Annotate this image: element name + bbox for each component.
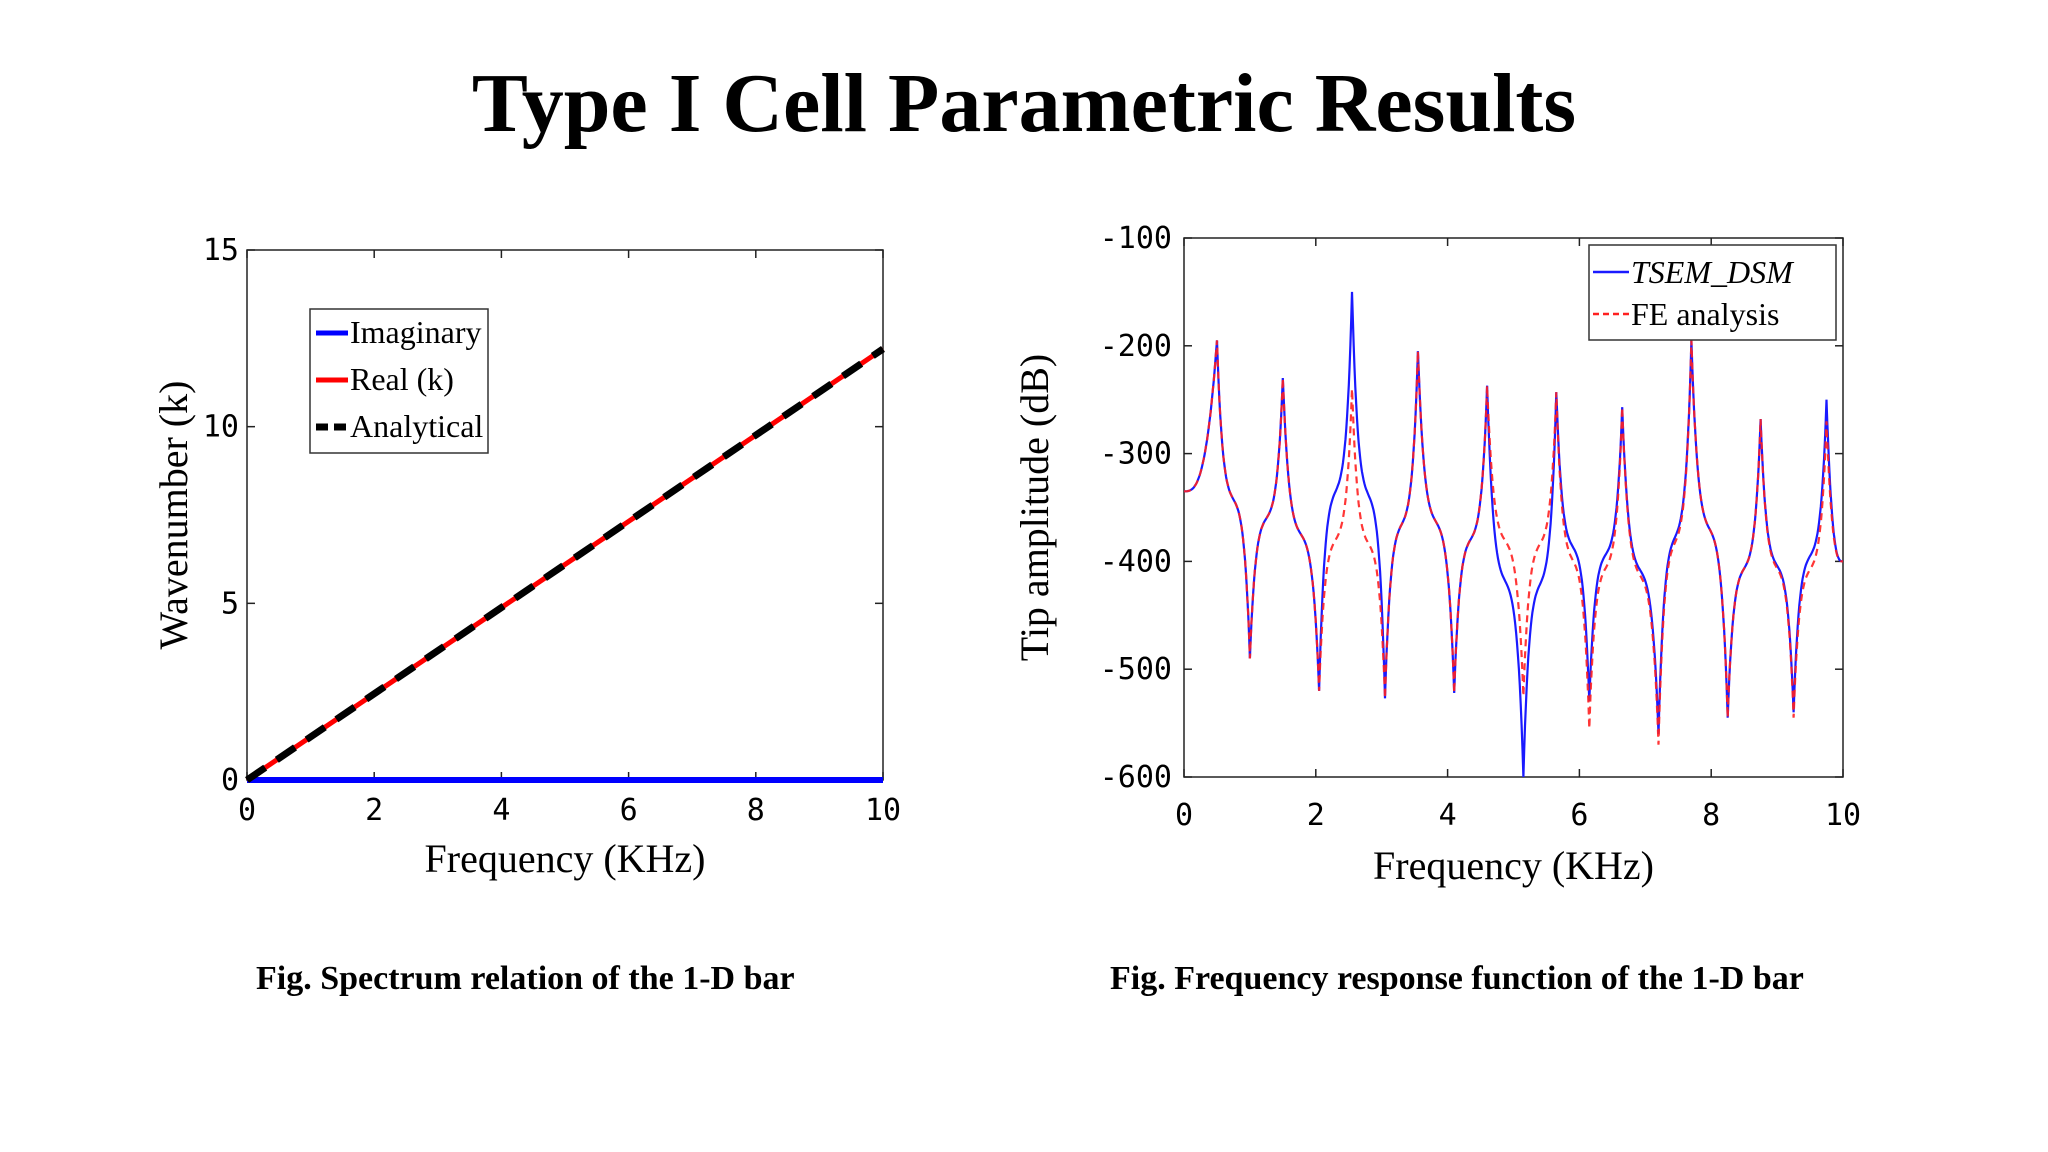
x-tick-label: 8 bbox=[747, 793, 765, 828]
plot-area bbox=[1184, 291, 1843, 777]
x-tick-label: 8 bbox=[1702, 798, 1720, 833]
legend-label: TSEM_DSM bbox=[1631, 254, 1795, 290]
y-tick-label: -200 bbox=[1100, 329, 1172, 364]
x-tick-label: 4 bbox=[1439, 798, 1457, 833]
legend-label: Imaginary bbox=[350, 314, 482, 350]
y-tick-label: -500 bbox=[1100, 652, 1172, 687]
x-tick-label: 2 bbox=[365, 793, 383, 828]
y-tick-label: 0 bbox=[221, 763, 239, 798]
x-tick-label: 6 bbox=[1570, 798, 1588, 833]
plot-frame bbox=[1183, 237, 1844, 778]
slide-title: Type I Cell Parametric Results bbox=[471, 57, 1577, 150]
caption-frequency-response: Fig. Frequency response function of the … bbox=[1110, 960, 1804, 997]
caption-spectrum-relation: Fig. Spectrum relation of the 1-D bar bbox=[256, 960, 795, 997]
x-tick-label: 10 bbox=[1825, 798, 1861, 833]
legend-label: FE analysis bbox=[1631, 296, 1779, 332]
y-tick-label: -400 bbox=[1100, 544, 1172, 579]
y-axis-label: Wavenumber (k) bbox=[151, 381, 196, 650]
series-tsem-dsm bbox=[1184, 291, 1843, 777]
legend-label: Real (k) bbox=[350, 361, 454, 397]
legend-box bbox=[1588, 244, 1837, 341]
x-tick-label: 0 bbox=[1175, 798, 1193, 833]
y-tick-label: -100 bbox=[1100, 221, 1172, 256]
y-tick-label: -300 bbox=[1100, 437, 1172, 472]
y-tick-label: 5 bbox=[221, 586, 239, 621]
y-tick-label: 10 bbox=[203, 410, 239, 445]
x-tick-label: 0 bbox=[238, 793, 256, 828]
y-axis-label: Tip amplitude (dB) bbox=[1012, 354, 1057, 661]
y-tick-label: 15 bbox=[203, 233, 239, 268]
x-tick-label: 4 bbox=[492, 793, 510, 828]
series-analytical bbox=[245, 346, 885, 783]
x-axis-label: Frequency (KHz) bbox=[425, 836, 706, 881]
x-tick-label: 10 bbox=[865, 793, 901, 828]
x-axis-label: Frequency (KHz) bbox=[1373, 843, 1654, 888]
y-tick-label: -600 bbox=[1100, 760, 1172, 795]
x-tick-label: 6 bbox=[620, 793, 638, 828]
legend-label: Analytical bbox=[350, 408, 483, 444]
x-tick-label: 2 bbox=[1307, 798, 1325, 833]
